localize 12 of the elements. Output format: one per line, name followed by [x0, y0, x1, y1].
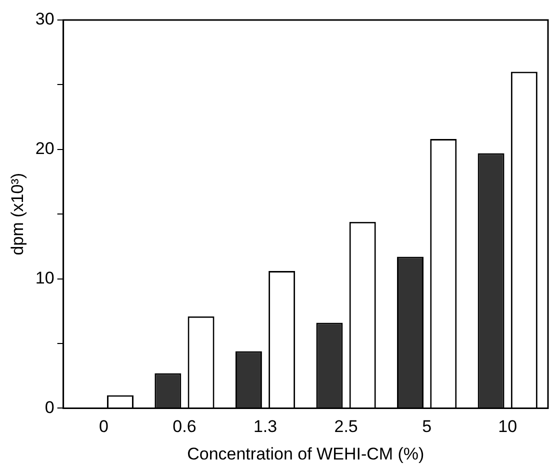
x-tick-label: 10: [498, 417, 518, 436]
x-tick-label: 5: [422, 417, 432, 436]
x-tick-label: 0: [98, 417, 108, 436]
y-tick-label: 30: [35, 10, 54, 29]
x-tick-label: 0.6: [172, 417, 196, 436]
x-tick-label: 1.3: [253, 417, 278, 436]
y-tick-label: 20: [35, 139, 54, 158]
y-axis-title: dpm (x10³): [8, 173, 27, 256]
x-tick-label: 2.5: [334, 417, 358, 436]
x-axis-title: Concentration of WEHI-CM (%): [187, 444, 424, 464]
y-tick-label: 10: [35, 268, 54, 288]
y-tick-label: 0: [44, 398, 54, 417]
